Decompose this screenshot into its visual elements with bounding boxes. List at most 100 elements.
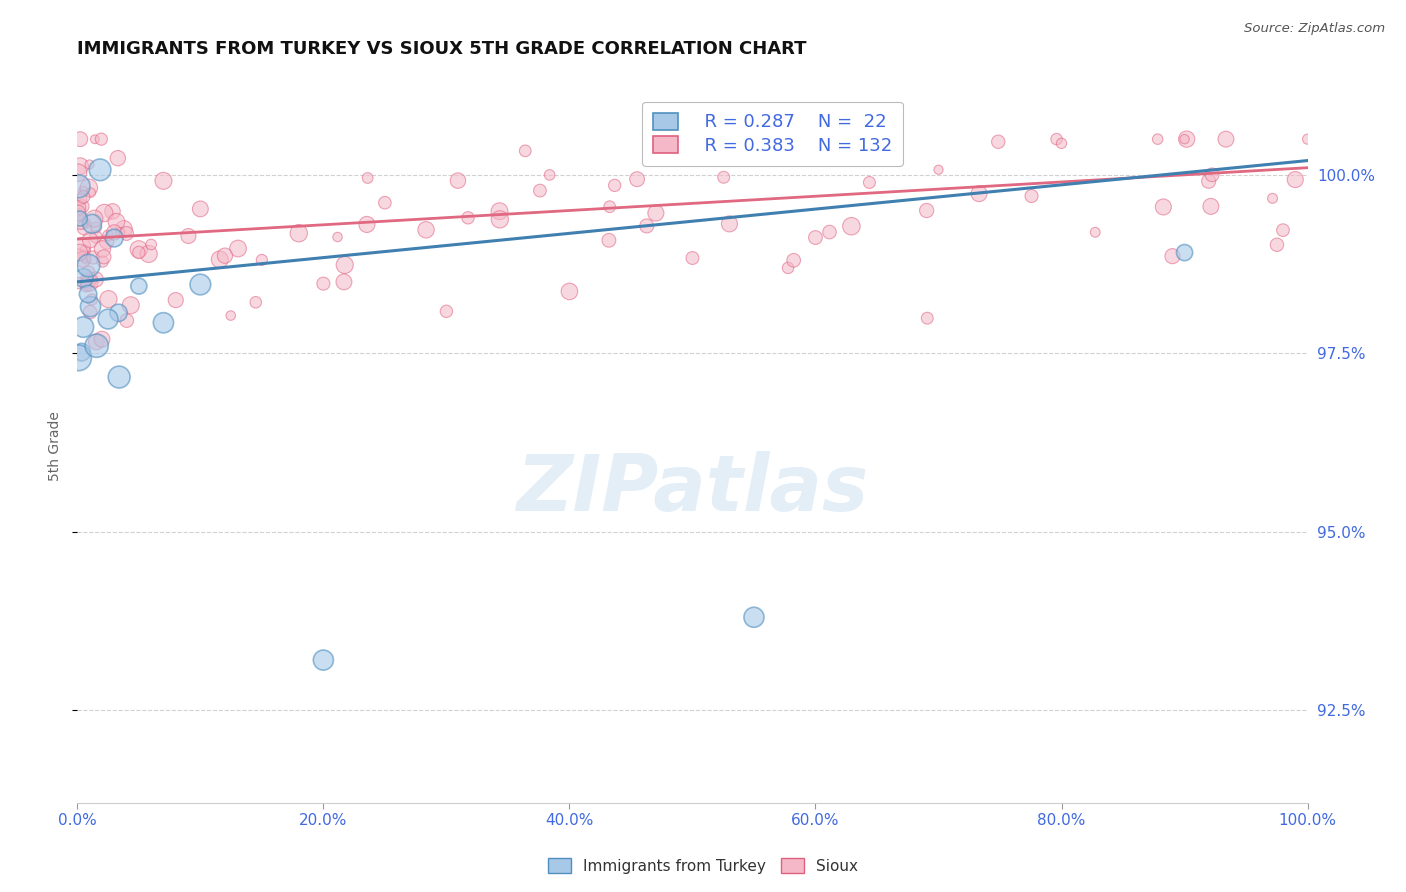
- Point: [72, 320, 94, 334]
- Point: [67, 276, 90, 290]
- Point: [682, 251, 704, 265]
- Point: [108, 226, 131, 240]
- Point: [84, 230, 107, 244]
- Point: [1045, 132, 1067, 146]
- Point: [415, 223, 437, 237]
- Point: [208, 252, 231, 267]
- Text: ZIPatlas: ZIPatlas: [516, 450, 869, 527]
- Point: [128, 245, 150, 260]
- Point: [97, 292, 120, 306]
- Point: [97, 312, 120, 326]
- Point: [75, 216, 97, 230]
- Legend:   R = 0.287    N =  22,   R = 0.383    N = 132: R = 0.287 N = 22, R = 0.383 N = 132: [643, 102, 903, 166]
- Point: [558, 285, 581, 299]
- Point: [1175, 132, 1198, 146]
- Point: [93, 206, 115, 220]
- Point: [824, 132, 846, 146]
- Point: [82, 272, 104, 286]
- Point: [91, 254, 114, 268]
- Point: [70, 345, 93, 359]
- Point: [77, 273, 100, 287]
- Point: [103, 226, 125, 240]
- Point: [70, 199, 93, 213]
- Point: [107, 151, 129, 165]
- Point: [67, 166, 90, 180]
- Point: [101, 204, 124, 219]
- Point: [73, 250, 96, 264]
- Point: [107, 306, 129, 320]
- Point: [79, 157, 101, 171]
- Point: [598, 233, 620, 247]
- Point: [1152, 200, 1174, 214]
- Point: [93, 250, 115, 264]
- Point: [82, 251, 104, 265]
- Point: [67, 351, 90, 365]
- Point: [1084, 225, 1107, 239]
- Point: [128, 243, 150, 257]
- Point: [79, 300, 101, 314]
- Point: [190, 202, 212, 216]
- Point: [1174, 132, 1197, 146]
- Point: [84, 272, 107, 286]
- Point: [742, 610, 765, 624]
- Point: [713, 170, 735, 185]
- Point: [818, 225, 841, 239]
- Point: [73, 220, 96, 235]
- Point: [692, 132, 714, 146]
- Point: [488, 204, 510, 219]
- Point: [644, 206, 666, 220]
- Point: [718, 217, 741, 231]
- Point: [841, 219, 863, 234]
- Point: [67, 201, 90, 215]
- Point: [928, 162, 950, 177]
- Point: [75, 244, 97, 258]
- Point: [75, 252, 97, 267]
- Point: [832, 132, 855, 146]
- Point: [69, 159, 91, 173]
- Point: [1272, 223, 1295, 237]
- Point: [326, 230, 349, 244]
- Point: [86, 339, 108, 353]
- Point: [245, 295, 267, 310]
- Point: [115, 227, 138, 241]
- Point: [1261, 191, 1284, 205]
- Point: [1296, 132, 1319, 146]
- Point: [312, 653, 335, 667]
- Point: [75, 279, 97, 293]
- Point: [115, 313, 138, 327]
- Point: [69, 215, 91, 229]
- Point: [1146, 132, 1168, 146]
- Point: [86, 220, 108, 235]
- Point: [626, 172, 648, 186]
- Point: [89, 162, 111, 177]
- Point: [967, 186, 990, 201]
- Point: [333, 275, 356, 289]
- Text: Source: ZipAtlas.com: Source: ZipAtlas.com: [1244, 22, 1385, 36]
- Point: [457, 211, 479, 225]
- Point: [79, 305, 101, 319]
- Point: [77, 259, 100, 273]
- Point: [72, 184, 94, 198]
- Point: [70, 239, 93, 253]
- Text: IMMIGRANTS FROM TURKEY VS SIOUX 5TH GRADE CORRELATION CHART: IMMIGRANTS FROM TURKEY VS SIOUX 5TH GRAD…: [77, 40, 807, 58]
- Point: [1050, 136, 1073, 151]
- Legend: Immigrants from Turkey, Sioux: Immigrants from Turkey, Sioux: [541, 852, 865, 880]
- Point: [488, 212, 510, 227]
- Point: [751, 132, 773, 146]
- Point: [82, 217, 104, 231]
- Point: [1021, 189, 1043, 203]
- Point: [917, 311, 939, 326]
- Point: [312, 277, 335, 291]
- Point: [782, 253, 804, 268]
- Point: [67, 208, 90, 222]
- Point: [1215, 132, 1237, 146]
- Point: [108, 370, 131, 384]
- Point: [987, 135, 1010, 149]
- Point: [79, 233, 101, 247]
- Point: [436, 304, 458, 318]
- Point: [138, 247, 160, 261]
- Point: [90, 332, 114, 346]
- Point: [86, 334, 108, 349]
- Point: [778, 260, 800, 275]
- Point: [190, 277, 212, 292]
